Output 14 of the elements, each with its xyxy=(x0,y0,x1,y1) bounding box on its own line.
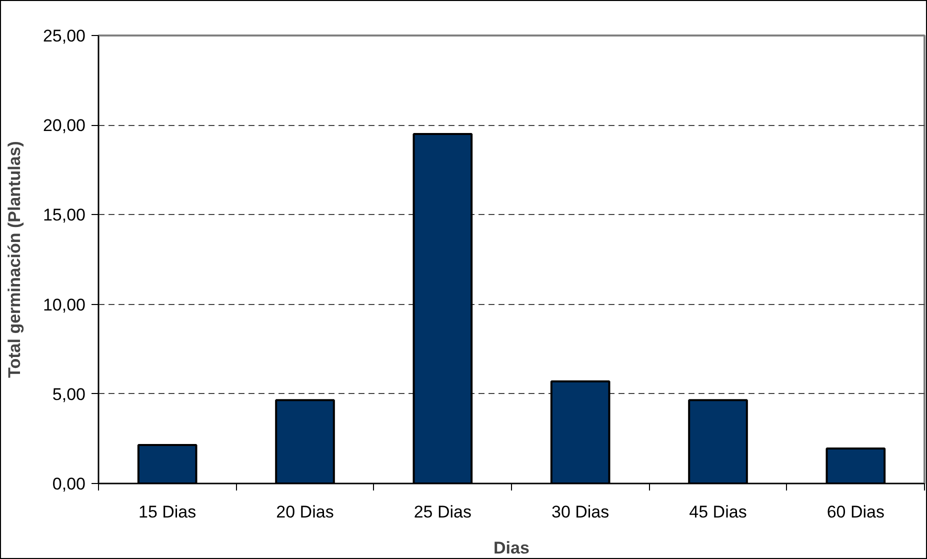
x-tick-label: 60 Dias xyxy=(826,502,884,522)
y-tick-label: 5,00 xyxy=(52,384,86,404)
y-tick-label: 10,00 xyxy=(42,295,86,314)
x-axis-title: Dias xyxy=(494,538,530,558)
y-tick-label: 25,00 xyxy=(42,26,86,46)
x-tick-label: 15 Dias xyxy=(138,502,196,522)
x-tick-label: 45 Dias xyxy=(689,502,747,522)
x-tick-label: 30 Dias xyxy=(552,502,610,522)
y-tick-label: 0,00 xyxy=(52,474,86,494)
x-tick-label: 25 Dias xyxy=(414,502,472,522)
y-tick-label: 15,00 xyxy=(42,206,86,225)
y-tick-label: 20,00 xyxy=(42,116,86,136)
x-tick-label: 20 Dias xyxy=(276,502,334,522)
y-axis-title: Total germinación (Plantulas) xyxy=(4,141,24,378)
